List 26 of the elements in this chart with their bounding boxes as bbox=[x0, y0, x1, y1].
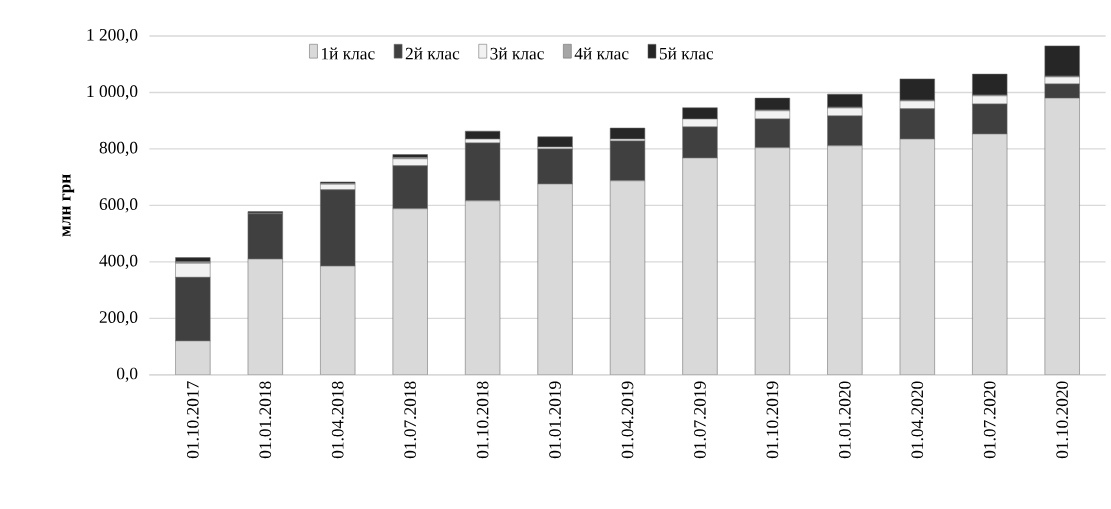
x-tick-label: 01.07.2019 bbox=[694, 381, 706, 458]
x-tick-label: 01.01.2019 bbox=[549, 381, 561, 458]
x-tick-label: 01.04.2019 bbox=[621, 381, 634, 458]
x-tick-label: 01.07.2020 bbox=[983, 381, 996, 458]
y-tick-label: 800,0 bbox=[99, 141, 138, 156]
legend-label: 5й клас bbox=[659, 47, 714, 60]
x-tick-label: 01.04.2020 bbox=[911, 381, 924, 458]
y-tick-label: 400,0 bbox=[99, 254, 138, 269]
y-tick-label: 0,0 bbox=[117, 367, 138, 382]
legend-label: 3й клас bbox=[490, 47, 544, 60]
y-tick-label: 1 200,0 bbox=[87, 28, 138, 43]
legend-label: 1й клас bbox=[321, 47, 375, 60]
x-tick-label: 01.10.2019 bbox=[766, 381, 779, 458]
y-tick-label: 600,0 bbox=[99, 198, 138, 213]
x-tick-label: 01.10.2020 bbox=[1056, 381, 1069, 458]
x-tick-label: 01.10.2017 bbox=[186, 381, 199, 458]
x-tick-label: 01.04.2018 bbox=[331, 381, 344, 458]
legend-label: 2й клас bbox=[405, 47, 460, 60]
x-tick-label: 01.01.2018 bbox=[259, 381, 272, 458]
y-axis-title: млн грн bbox=[62, 173, 75, 237]
legend-label: 4й клас bbox=[574, 47, 629, 60]
x-tick-label: 01.07.2018 bbox=[404, 381, 417, 458]
y-tick-label: 200,0 bbox=[99, 310, 138, 326]
y-tick-label: 1 000,0 bbox=[87, 85, 138, 100]
x-tick-label: 01.10.2018 bbox=[476, 381, 489, 458]
x-tick-label: 01.01.2020 bbox=[838, 381, 851, 458]
